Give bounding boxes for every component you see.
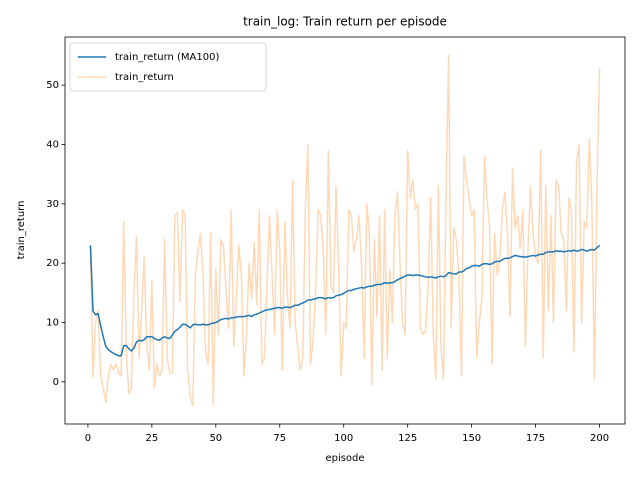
y-tick-label: 50 (46, 80, 59, 91)
y-axis-label: train_return (16, 201, 27, 260)
series-line (89, 54, 601, 407)
legend: train_return (MA100) train_return (69, 42, 267, 92)
chart-title: train_log: Train return per episode (243, 15, 447, 29)
legend-label: train_return (MA100) (115, 52, 219, 63)
x-tick-label: 25 (145, 433, 158, 444)
x-tick-label: 200 (590, 433, 609, 444)
x-tick-label: 75 (273, 433, 286, 444)
x-tick-label: 125 (398, 433, 417, 444)
legend-label: train_return (115, 72, 174, 83)
y-tick-label: 20 (46, 258, 59, 269)
y-tick-label: 10 (46, 318, 59, 329)
y-tick-label: 30 (46, 199, 59, 210)
x-tick-label: 150 (462, 433, 481, 444)
plot-frame (64, 36, 626, 425)
y-tick-label: 40 (46, 139, 59, 150)
x-tick-label: 175 (526, 433, 545, 444)
legend-box (69, 42, 267, 92)
x-axis-label: episode (325, 453, 364, 464)
series-line (89, 244, 601, 357)
x-tick-label: 50 (209, 433, 222, 444)
y-tick-label: 0 (53, 377, 59, 388)
x-tick-label: 0 (85, 433, 91, 444)
x-tick-label: 100 (334, 433, 353, 444)
